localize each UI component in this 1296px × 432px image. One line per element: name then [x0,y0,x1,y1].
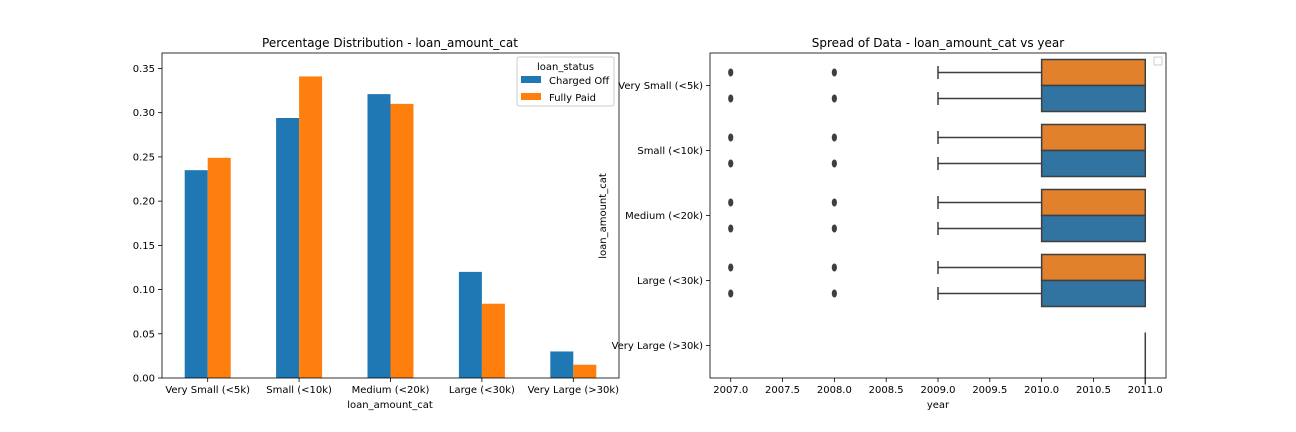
bar-fully-paid-very-large-30k [573,364,597,378]
bar-chart-frame [161,52,620,379]
bar-charged-off-very-large-30k [550,351,574,378]
bar-charged-off-very-small-5k [184,170,208,378]
y-tick-label: Large (<30k) [637,276,703,287]
bar-chart-title: Percentage Distribution - loan_amount_ca… [262,36,518,50]
y-tick-label: Very Large (>30k) [612,341,704,352]
bar-chart-legend: loan_status Charged Off Fully Paid [516,56,615,107]
bar-chart-x-axis: Very Small (<5k) Small (<10k) Medium (<20k… [165,378,619,396]
box-0-very-small-5k [728,58,1147,87]
bar-chart: Percentage Distribution - loan_amount_ca… [133,36,620,411]
bar-chart-y-axis: 0.00 0.05 0.10 0.15 0.20 0.25 0.30 0.35 [133,64,162,385]
x-tick-label: Small (<10k) [266,385,332,396]
y-tick-label: 0.00 [133,374,155,385]
box-chart-y-axis: Very Small (<5k) Small (<10k) Medium (<20k… [612,81,710,352]
x-tick-label: Medium (<20k) [352,385,430,396]
x-tick-label: 2008.5 [869,385,904,396]
bar-fully-paid-small-10k [299,76,323,379]
box-body [1040,253,1147,282]
legend-title: loan_status [537,62,594,73]
outlier-point [728,159,734,168]
outlier-point [831,68,837,77]
box-chart-x-label: year [927,400,950,411]
x-tick-label: Very Small (<5k) [165,385,250,396]
y-tick-label: 0.15 [133,241,155,252]
outlier-point [831,224,837,233]
box-0-small-10k [728,123,1147,152]
y-tick-label: 0.05 [133,329,155,340]
x-tick-label: 2010.5 [1076,385,1111,396]
outlier-point [831,263,837,272]
box-chart-title: Spread of Data - loan_amount_cat vs year [812,36,1064,50]
box-body [1040,58,1147,87]
box-body [1040,149,1147,178]
box-1-very-small-5k [728,84,1147,113]
bar-charged-off-medium-20k [367,94,391,379]
bar-fully-paid-medium-20k [390,103,414,378]
bar-fully-paid-large-30k [481,303,505,378]
outlier-point [728,289,734,298]
box-body [1040,123,1147,152]
x-tick-label: 2007.5 [765,385,800,396]
legend-swatch-fully-paid [521,93,541,100]
bar-fully-paid-very-small-5k [207,157,231,378]
box-chart-empty-legend [1153,56,1163,66]
box-body [1040,84,1147,113]
y-tick-label: Very Small (<5k) [618,81,703,92]
outlier-point [728,133,734,142]
y-tick-label: 0.30 [133,108,155,119]
box-chart-y-label: loan_amount_cat [598,173,609,259]
bar-charged-off-large-30k [458,271,482,378]
outlier-point [831,289,837,298]
outlier-point [728,263,734,272]
outlier-point [831,94,837,103]
x-tick-label: 2011.0 [1128,385,1163,396]
box-chart-frame [709,52,1167,379]
box-body [1040,279,1147,308]
y-tick-label: 0.25 [133,152,155,163]
outlier-point [831,133,837,142]
outlier-point [728,224,734,233]
outlier-point [831,159,837,168]
y-tick-label: 0.20 [133,197,155,208]
box-body [1040,188,1147,217]
box-1-small-10k [728,149,1147,178]
x-tick-label: 2009.0 [921,385,956,396]
x-tick-label: Large (<30k) [449,385,515,396]
outlier-point [728,94,734,103]
x-tick-label: 2009.5 [972,385,1007,396]
bar-chart-x-label: loan_amount_cat [347,400,433,411]
x-tick-label: 2008.0 [817,385,852,396]
box-1-medium-20k [728,214,1147,243]
bar-charged-off-small-10k [276,118,300,378]
legend-box [516,56,615,107]
box-chart-boxes [728,58,1147,385]
bar-chart-bars [184,76,597,379]
box-chart-x-axis: 2007.0 2007.5 2008.0 2008.5 2009.0 2009.5 2010… [713,378,1163,396]
box-chart: Spread of Data - loan_amount_cat vs year… [598,36,1167,411]
legend-label-charged-off: Charged Off [549,76,610,87]
y-tick-label: 0.35 [133,64,155,75]
x-tick-label: Very Large (>30k) [528,385,620,396]
outlier-point [831,198,837,207]
outlier-point [728,198,734,207]
box-0-medium-20k [728,188,1147,217]
box-0-large-30k [728,253,1147,282]
x-tick-label: 2007.0 [713,385,748,396]
y-tick-label: 0.10 [133,285,155,296]
legend-label-fully-paid: Fully Paid [549,93,596,104]
box-body [1040,214,1147,243]
y-tick-label: Small (<10k) [637,146,703,157]
y-tick-label: Medium (<20k) [625,211,703,222]
outlier-point [728,68,734,77]
box-1-large-30k [728,279,1147,308]
legend-swatch-charged-off [521,76,541,83]
x-tick-label: 2010.0 [1024,385,1059,396]
